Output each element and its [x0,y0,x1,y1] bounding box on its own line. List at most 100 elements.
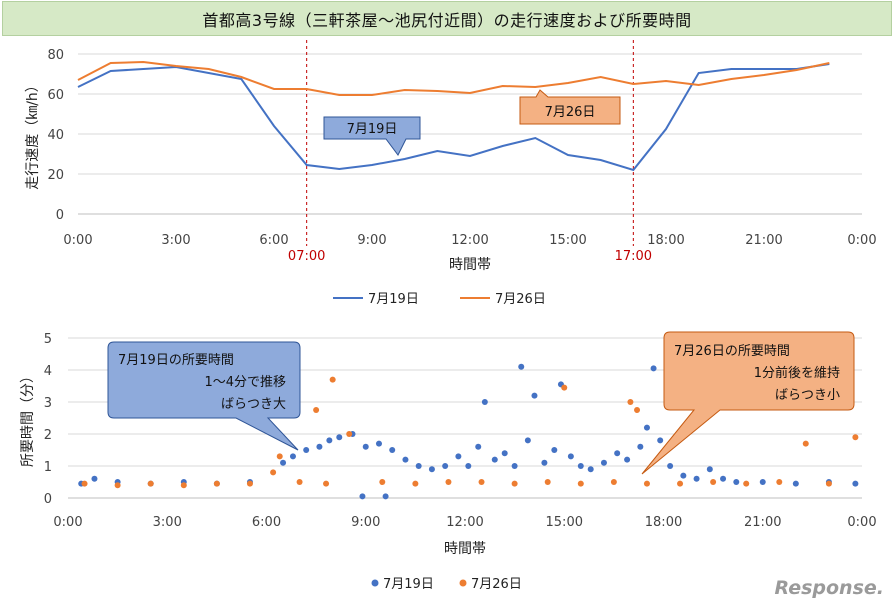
x-tick-label: 21:00 [744,515,781,530]
y-tick-label: 0 [56,208,64,223]
callout-scatter-jul19-line1: 7月19日の所要時間 [118,353,234,368]
y-axis-title: 所要時間（分） [20,369,36,467]
scatter-point-jul19 [614,450,621,457]
scatter-point-jul26 [412,480,419,487]
scatter-point-jul26 [147,480,154,487]
scatter-point-jul26 [643,480,650,487]
scatter-point-jul19 [680,472,687,479]
y-tick-label: 1 [44,460,52,475]
scatter-point-jul26 [296,479,303,485]
x-tick-label: 0:00 [847,233,876,248]
callout-scatter-jul26-line2: 1分前後を維持 [754,365,840,381]
scatter-point-jul19 [382,493,389,500]
scatter-point-jul26 [478,479,485,485]
scatter-point-jul19 [531,392,538,399]
legend-label-jul19-scatter: 7月19日 [383,577,434,592]
scatter-point-jul26 [677,480,684,487]
scatter-point-jul26 [802,440,809,447]
scatter-point-jul19 [402,456,409,463]
scatter-point-jul26 [776,479,783,485]
scatter-point-jul26 [323,480,330,487]
scatter-point-jul19 [667,463,674,469]
legend-label-jul26: 7月26日 [495,292,546,307]
scatter-point-jul26 [511,480,518,487]
x-tick-label: 12:00 [446,515,483,530]
callout-scatter-jul26-line3: ばらつき小 [775,388,840,403]
scatter-point-jul26 [577,480,584,487]
x-tick-label: 0:00 [53,515,82,530]
callout-scatter-jul19-line2: 1〜4分で推移 [204,375,286,390]
x-tick-label: 12:00 [451,233,488,248]
y-tick-label: 5 [44,332,52,347]
scatter-point-jul19 [428,466,435,473]
x-axis-title: 時間帯 [444,541,486,557]
scatter-point-jul26 [246,480,253,487]
scatter-point-jul26 [81,480,88,487]
scatter-point-jul19 [91,475,98,482]
scatter-point-jul26 [743,480,750,487]
x-tick-label: 21:00 [745,233,782,248]
y-tick-label: 2 [44,428,52,443]
scatter-point-jul19 [359,493,366,500]
scatter-point-jul19 [475,443,482,450]
scatter-point-jul19 [733,479,740,485]
x-tick-label: 3:00 [161,233,190,248]
scatter-point-jul19 [442,463,449,469]
scatter-point-jul26 [852,434,859,441]
scatter-point-jul19 [792,480,799,487]
scatter-point-jul19 [706,466,713,473]
scatter-point-jul26 [213,480,220,487]
scatter-point-jul19 [511,463,518,469]
scatter-point-jul19 [501,450,508,457]
scatter-point-jul19 [577,463,584,469]
scatter-point-jul19 [600,459,607,466]
response-logo: Response. [775,577,884,599]
scatter-point-jul19 [524,437,531,444]
scatter-point-jul26 [276,453,283,460]
scatter-point-jul26 [346,431,353,437]
scatter-point-jul19 [650,365,657,372]
scatter-point-jul19 [852,480,859,487]
y-tick-label: 4 [44,364,52,379]
scatter-point-jul19 [693,475,700,482]
scatter-point-jul19 [551,447,558,453]
callout-jul26 [519,89,621,125]
scatter-point-jul26 [710,479,717,485]
scatter-point-jul19 [389,447,396,453]
y-axis-title: 走行速度（㎞/h） [25,78,41,190]
scatter-point-jul19 [491,456,498,463]
legend-label-jul19: 7月19日 [368,292,419,307]
callout-jul26-text: 7月26日 [545,105,596,120]
scatter-point-jul19 [657,437,664,444]
scatter-point-jul19 [624,456,631,463]
x-axis-title: 時間帯 [449,257,491,273]
scatter-point-jul26 [329,376,336,383]
scatter-point-jul19 [567,453,574,460]
scatter-point-jul19 [289,453,296,460]
scatter-point-jul19 [375,440,382,447]
time-marker-label: 07:00 [288,249,325,264]
scatter-point-jul19 [759,479,766,485]
scatter-point-jul19 [720,475,727,482]
legend-label-jul26-scatter: 7月26日 [471,577,522,592]
x-tick-label: 15:00 [549,233,586,248]
x-tick-label: 0:00 [847,515,876,530]
scatter-point-jul26 [627,399,634,405]
scatter-point-jul26 [114,482,121,489]
y-tick-label: 20 [47,168,64,183]
scatter-point-jul19 [481,399,488,405]
chart-title: 首都高3号線（三軒茶屋〜池尻付近間）の走行速度および所要時間 [2,1,892,36]
x-tick-label: 0:00 [63,233,92,248]
scatter-point-jul19 [455,453,462,460]
y-tick-label: 3 [44,396,52,411]
x-tick-label: 6:00 [252,515,281,530]
y-tick-label: 80 [47,48,64,63]
scatter-point-jul26 [270,469,277,476]
scatter-point-jul19 [362,443,369,450]
scatter-point-jul19 [587,466,594,473]
x-tick-label: 15:00 [546,515,583,530]
scatter-point-jul19 [465,463,472,469]
callout-jul19-scatter [107,341,301,451]
time-marker-label: 17:00 [615,249,652,264]
